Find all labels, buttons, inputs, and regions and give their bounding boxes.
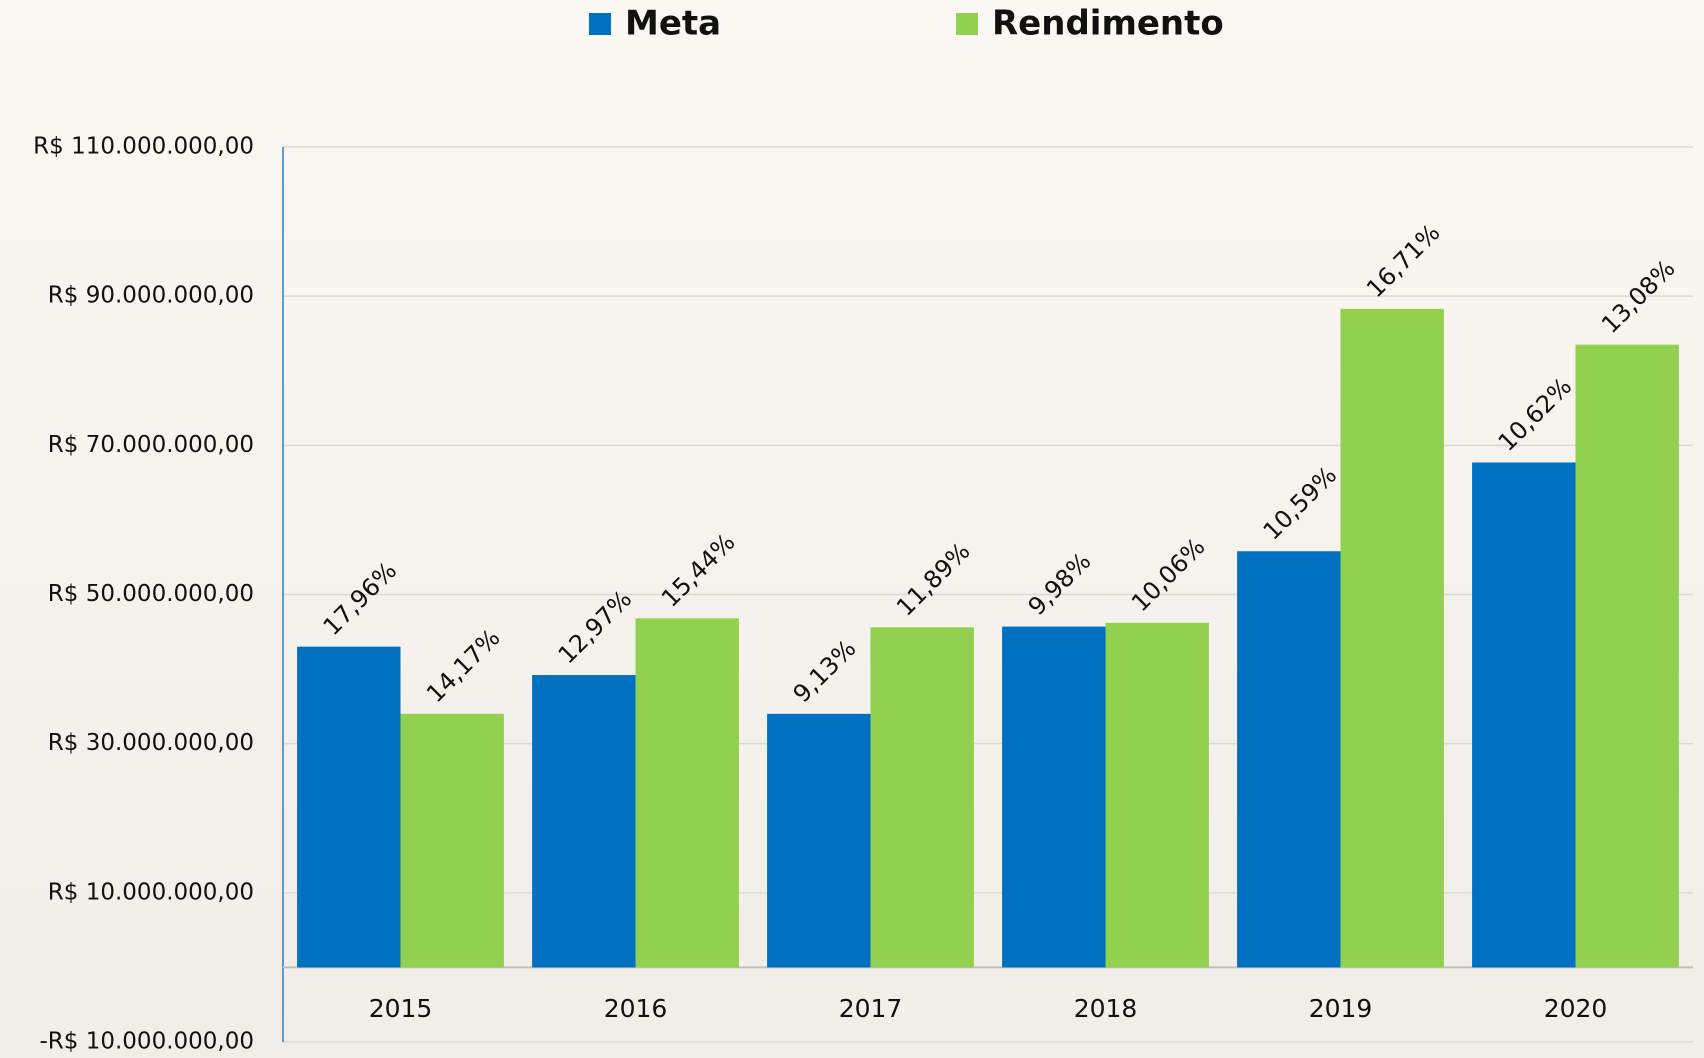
bar	[1105, 622, 1209, 968]
bar	[870, 627, 974, 968]
bar	[1002, 626, 1106, 968]
bar	[297, 646, 401, 968]
y-tick-label: R$ 10.000.000,00	[48, 879, 254, 905]
x-tick-label: 2016	[604, 994, 668, 1023]
bar	[1575, 344, 1679, 968]
y-tick-label: R$ 110.000.000,00	[33, 134, 254, 160]
bar	[1340, 308, 1444, 968]
bar	[1472, 462, 1576, 968]
x-tick-label: 2017	[839, 994, 903, 1023]
x-tick-label: 2020	[1544, 994, 1608, 1023]
x-tick-label: 2019	[1309, 994, 1373, 1023]
y-tick-label: R$ 90.000.000,00	[48, 283, 254, 309]
y-tick-label: R$ 50.000.000,00	[48, 581, 254, 607]
y-tick-label: -R$ 10.000.000,00	[40, 1029, 255, 1055]
bar	[1237, 551, 1341, 968]
legend-swatch	[589, 13, 611, 35]
bar	[635, 618, 739, 968]
bar	[767, 713, 871, 968]
y-tick-label: R$ 30.000.000,00	[48, 730, 254, 756]
legend-label: Meta	[625, 4, 721, 44]
legend-swatch	[956, 13, 978, 35]
x-tick-label: 2015	[369, 994, 433, 1023]
legend-label: Rendimento	[992, 4, 1224, 44]
x-tick-label: 2018	[1074, 994, 1138, 1023]
y-tick-label: R$ 70.000.000,00	[48, 432, 254, 458]
bar	[400, 713, 504, 968]
bar	[532, 675, 636, 968]
